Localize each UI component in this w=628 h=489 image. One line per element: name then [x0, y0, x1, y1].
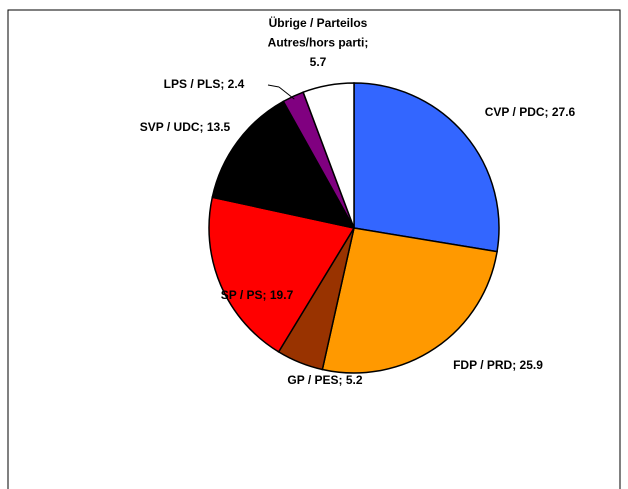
data-label: FDP / PRD; 25.9 [453, 358, 543, 372]
data-label-line: GP / PES; 5.2 [287, 373, 362, 387]
data-label-line: 5.7 [310, 55, 327, 69]
data-label: Übrige / Parteilos Autres/hors parti; 5.7 [268, 15, 369, 69]
data-label: SVP / UDC; 13.5 [140, 120, 231, 134]
data-label: SP / PS; 19.7 [221, 288, 294, 302]
pie-slice [211, 100, 356, 230]
leader-line [267, 84, 280, 88]
data-label-line: SP / PS; 19.7 [221, 288, 294, 302]
data-label-line: SVP / UDC; 13.5 [140, 120, 231, 134]
data-label: GP / PES; 5.2 [287, 373, 362, 387]
data-label: LPS / PLS; 2.4 [164, 77, 245, 91]
pie-slice [321, 227, 498, 374]
pie-slice [302, 82, 355, 229]
data-label-line: FDP / PRD; 25.9 [453, 358, 543, 372]
data-label-line: CVP / PDC; 27.6 [485, 105, 576, 119]
data-label-line: LPS / PLS; 2.4 [164, 77, 245, 91]
data-label-line: Übrige / Parteilos [269, 15, 368, 30]
data-label-line: Autres/hors parti; [268, 36, 369, 50]
pie-slice [353, 82, 500, 253]
data-label: CVP / PDC; 27.6 [485, 105, 576, 119]
pie-slice [208, 196, 356, 353]
leader-line [278, 86, 295, 100]
